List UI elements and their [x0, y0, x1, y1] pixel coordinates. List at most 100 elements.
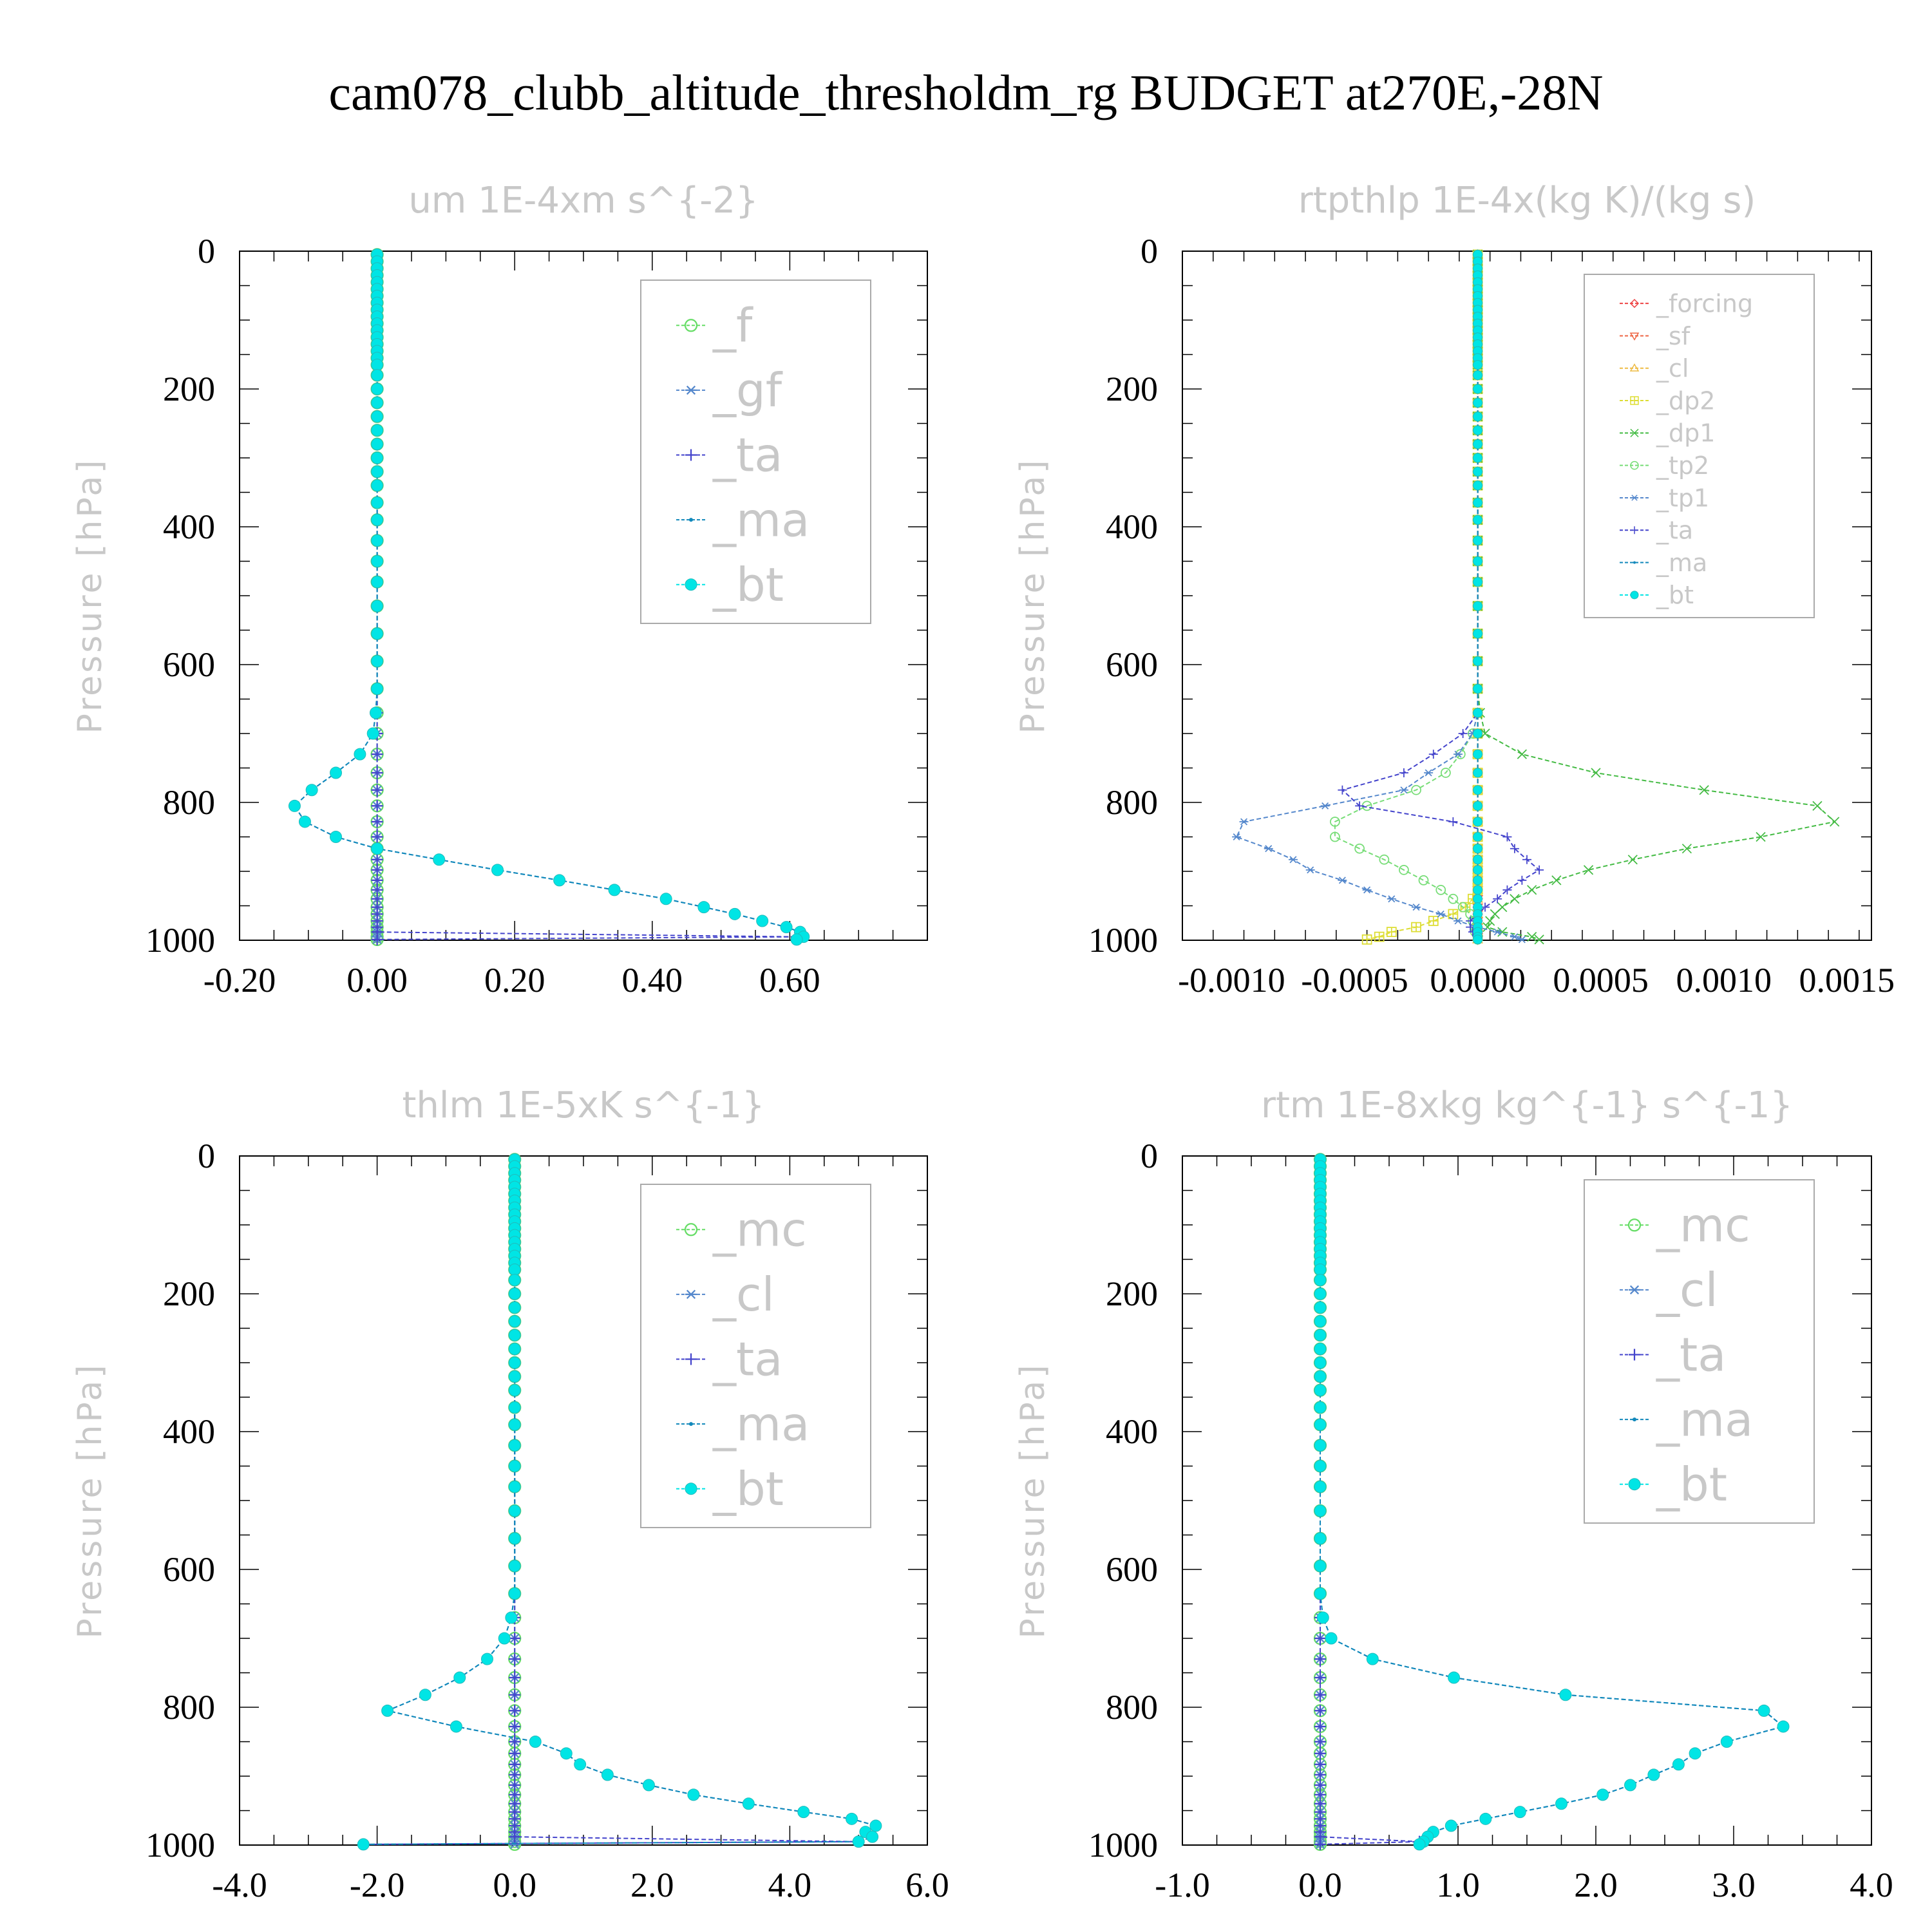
data-point — [1473, 749, 1483, 759]
chart-panel-3: thlm 1E-5xK s^{-1} Pressure [hPa] 0 200 400 6… — [71, 1084, 949, 1904]
y-tick-label: 400 — [163, 1412, 215, 1451]
data-point — [1473, 535, 1483, 545]
data-point — [1355, 801, 1365, 811]
data-point — [742, 1797, 755, 1810]
y-tick-label: 1000 — [1088, 1826, 1158, 1864]
legend-marker — [1629, 1349, 1640, 1361]
data-point — [1314, 1329, 1327, 1341]
data-point — [371, 864, 383, 876]
data-point — [1314, 1401, 1327, 1414]
data-point — [1473, 556, 1483, 566]
data-point — [1454, 917, 1463, 925]
data-point — [1473, 785, 1483, 795]
data-point — [1502, 832, 1512, 842]
data-point — [509, 1758, 521, 1770]
data-point — [371, 383, 384, 395]
data-point — [1473, 601, 1483, 611]
data-point — [1448, 909, 1459, 920]
data-point — [1435, 885, 1446, 895]
data-point — [1473, 480, 1483, 491]
data-point — [508, 1356, 521, 1369]
data-point — [1473, 498, 1483, 508]
panels: um 1E-4xm s^{-2} Pressure [hPa] 0 200 400 600… — [71, 180, 1895, 1904]
y-tick-label: 600 — [1106, 1550, 1158, 1589]
data-point — [1473, 800, 1483, 811]
data-point — [509, 1747, 521, 1759]
x-tick-label: 4.0 — [1850, 1866, 1893, 1904]
data-point — [1522, 855, 1531, 864]
x-tick-label: 0.0 — [493, 1866, 536, 1904]
legend-marker — [685, 1353, 697, 1365]
x-tick-label: -2.0 — [350, 1866, 404, 1904]
legend-marker — [1633, 561, 1636, 564]
legend-label: _mc — [712, 1203, 807, 1257]
legend-label: _tp2 — [1656, 451, 1709, 480]
legend-label: _bt — [1656, 581, 1694, 609]
series-bt — [357, 1153, 882, 1851]
legend-box — [1584, 274, 1815, 618]
data-point — [371, 513, 384, 526]
series-line — [1334, 254, 1479, 940]
data-point — [1362, 886, 1372, 894]
data-point — [508, 1532, 521, 1545]
data-point — [1480, 728, 1490, 739]
legend: _f _gf _ta _ma _bt — [640, 279, 871, 624]
data-point — [371, 465, 384, 478]
series-line — [363, 1159, 878, 1845]
y-tick-label: 1000 — [146, 1826, 215, 1864]
data-point — [371, 842, 384, 855]
legend: _mc _cl _ta _ma _bt — [1584, 1179, 1815, 1524]
legend-label: _mc — [1656, 1198, 1750, 1253]
data-point — [366, 727, 379, 740]
data-point — [419, 1689, 431, 1701]
data-point — [354, 748, 366, 761]
data-point — [1527, 885, 1537, 895]
legend-marker — [1629, 299, 1640, 308]
data-point — [1681, 844, 1692, 854]
data-point — [505, 1611, 518, 1624]
data-point — [1314, 1439, 1327, 1452]
data-point — [780, 921, 793, 934]
x-tick-label: -0.0005 — [1301, 961, 1408, 999]
legend-marker — [685, 449, 697, 461]
data-point — [1502, 885, 1512, 895]
data-point — [1473, 894, 1483, 904]
data-point — [381, 1704, 394, 1717]
series-bt — [1473, 249, 1483, 945]
data-point — [1647, 1768, 1660, 1781]
data-point — [1510, 933, 1519, 941]
legend-marker — [684, 319, 698, 332]
data-point — [1555, 1797, 1567, 1810]
data-point — [1473, 855, 1483, 865]
data-point — [509, 1705, 521, 1717]
legend-label: _ma — [1656, 1392, 1753, 1446]
legend-marker — [685, 1482, 697, 1495]
legend-label: _ta — [712, 1332, 782, 1387]
legend-marker — [1630, 428, 1639, 437]
legend-marker — [1629, 1285, 1640, 1294]
data-point — [1374, 931, 1385, 942]
data-point — [508, 1460, 521, 1472]
y-tick-label: 600 — [1106, 645, 1158, 684]
legend-label: _tp1 — [1656, 484, 1709, 512]
legend-marker — [1630, 460, 1639, 470]
data-point — [1314, 1356, 1327, 1369]
data-point — [371, 438, 384, 451]
legend-label: _cl — [1656, 354, 1689, 383]
panel-title: thlm 1E-5xK s^{-1} — [402, 1084, 764, 1126]
y-tick-label: 1000 — [146, 921, 215, 960]
legend-marker — [689, 1422, 693, 1426]
data-point — [1314, 1301, 1327, 1314]
data-point — [1473, 439, 1483, 450]
legend-label: _sf — [1656, 322, 1691, 350]
data-point — [288, 799, 301, 812]
data-point — [508, 1274, 521, 1287]
data-point — [1473, 629, 1483, 639]
data-point — [1458, 729, 1468, 738]
data-point — [1624, 1779, 1636, 1792]
data-point — [1490, 909, 1500, 919]
legend-marker — [1630, 591, 1639, 600]
data-point — [852, 1835, 865, 1848]
data-point — [509, 1736, 521, 1748]
data-point — [1338, 876, 1347, 884]
